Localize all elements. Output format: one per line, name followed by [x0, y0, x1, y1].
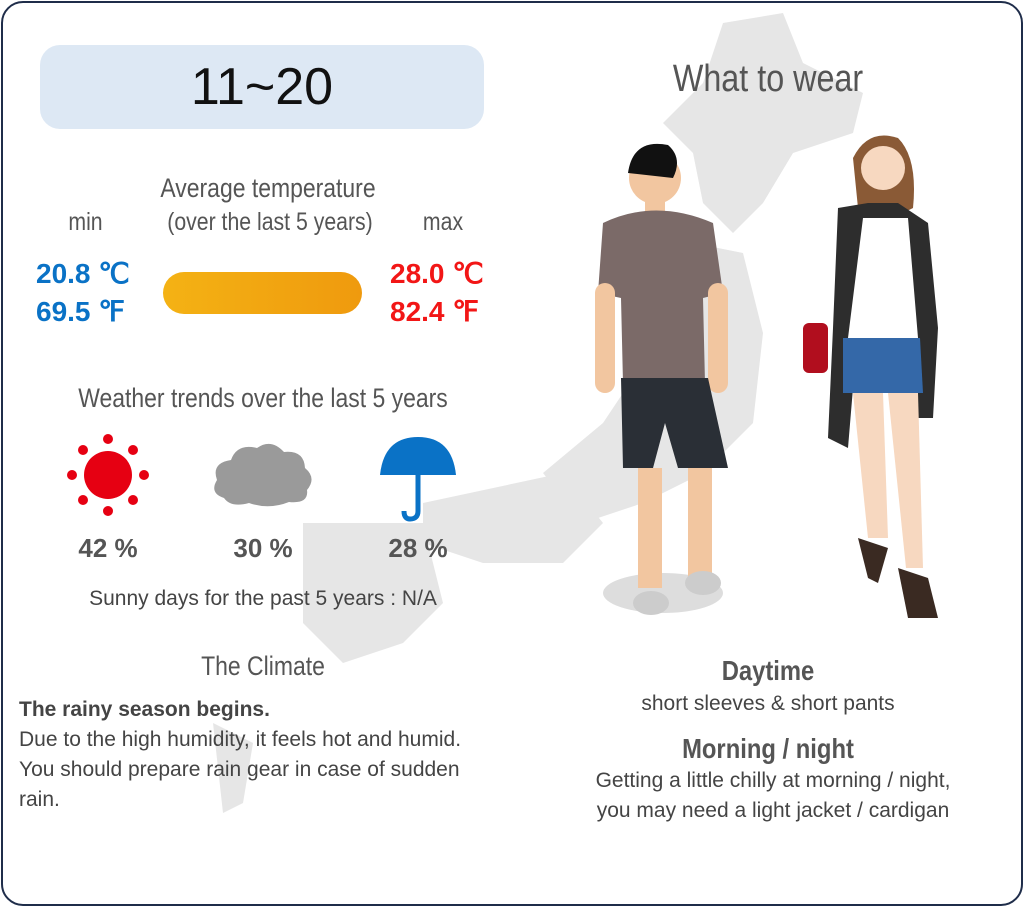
- sunny-days: Sunny days for the past 5 years : N/A: [89, 587, 437, 610]
- climate-text: Due to the high humidity, it feels hot a…: [19, 728, 462, 811]
- daytime-text: short sleeves & short pants: [641, 692, 895, 715]
- min-fahrenheit: 69.5 ℉: [36, 296, 125, 327]
- max-fahrenheit: 82.4 ℉: [390, 296, 479, 327]
- woman-illustration: [803, 135, 938, 618]
- night-text-line1: Getting a little chilly at morning / nig…: [595, 769, 951, 792]
- climate-headline: The rainy season begins.: [19, 698, 270, 721]
- min-label: min: [68, 208, 103, 236]
- wear-title: What to wear: [672, 58, 864, 100]
- cloudy-percent: 30 %: [233, 533, 293, 563]
- max-celsius: 28.0 ℃: [390, 258, 484, 289]
- temperature-bar: [163, 272, 362, 314]
- min-temps: 20.8 ℃ 69.5 ℉: [36, 255, 130, 331]
- rainy-percent: 28 %: [388, 533, 448, 563]
- sunny-percent: 42 %: [78, 533, 138, 563]
- man-illustration: [595, 143, 728, 615]
- temp-title: Average temperature: [160, 173, 376, 203]
- period-label: 11~20: [190, 58, 334, 116]
- temp-subtitle: (over the last 5 years): [167, 208, 373, 236]
- sun-icon: [67, 434, 149, 516]
- climate-title: The Climate: [201, 651, 325, 681]
- min-celsius: 20.8 ℃: [36, 258, 130, 289]
- cloud-icon: [214, 443, 312, 507]
- night-title: Morning / night: [682, 733, 854, 764]
- trends-title: Weather trends over the last 5 years: [78, 383, 448, 413]
- max-temps: 28.0 ℃ 82.4 ℉: [390, 255, 484, 331]
- daytime-title: Daytime: [721, 655, 815, 686]
- climate-description: The rainy season begins. Due to the high…: [19, 695, 499, 815]
- max-label: max: [422, 208, 464, 236]
- umbrella-icon: [380, 437, 456, 522]
- night-text-line2: you may need a light jacket / cardigan: [596, 799, 950, 822]
- night-text: Getting a little chilly at morning / nig…: [528, 766, 1018, 826]
- period-badge: 11~20: [40, 45, 484, 129]
